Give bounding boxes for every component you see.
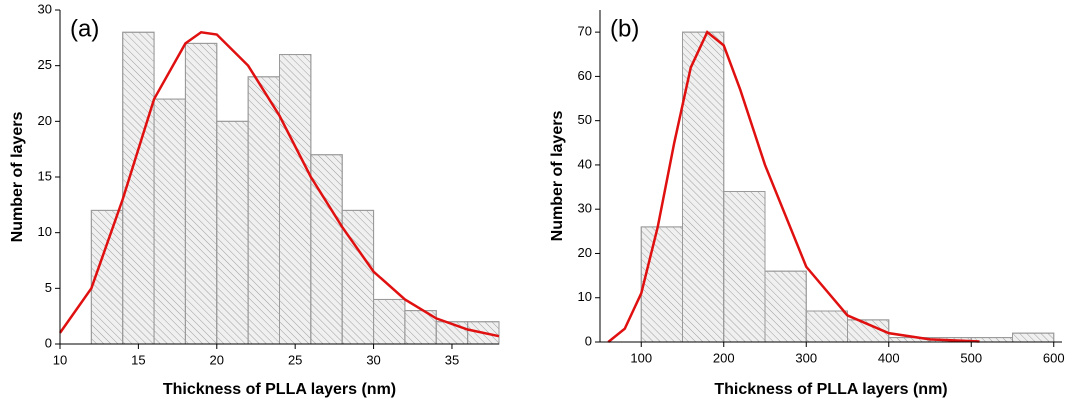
bar-hatch xyxy=(341,209,375,345)
x-tick-label: 100 xyxy=(630,350,652,365)
y-tick-label: 5 xyxy=(45,280,52,295)
y-tick-label: 60 xyxy=(578,68,592,83)
x-axis-label: Thickness of PLLA layers (nm) xyxy=(163,381,396,398)
panel-label: (a) xyxy=(70,15,99,42)
y-tick-label: 20 xyxy=(38,113,52,128)
panel-label: (b) xyxy=(610,15,639,42)
x-tick-label: 300 xyxy=(795,350,817,365)
bar-hatch xyxy=(1012,332,1055,343)
x-tick-label: 200 xyxy=(713,350,735,365)
y-axis-label: Number of layers xyxy=(549,111,566,242)
fit-curve xyxy=(607,30,980,343)
x-tick-label: 25 xyxy=(288,352,302,367)
bar-hatch xyxy=(805,310,848,343)
y-tick-label: 15 xyxy=(38,168,52,183)
x-tick-label: 30 xyxy=(366,352,380,367)
bar-hatch xyxy=(184,42,218,345)
bar-hatch xyxy=(216,120,249,345)
y-tick-label: 70 xyxy=(578,24,592,39)
bar-hatch xyxy=(153,98,186,345)
x-tick-label: 15 xyxy=(131,352,145,367)
bar-hatch xyxy=(247,76,280,345)
y-tick-label: 30 xyxy=(38,1,52,16)
bar-hatch xyxy=(723,190,766,343)
y-tick-label: 20 xyxy=(578,245,592,260)
x-tick-label: 600 xyxy=(1043,350,1065,365)
x-tick-label: 400 xyxy=(878,350,900,365)
bar-hatch xyxy=(640,226,683,343)
y-tick-label: 40 xyxy=(578,156,592,171)
x-tick-label: 10 xyxy=(53,352,67,367)
bar-hatch xyxy=(682,31,725,343)
bar-hatch xyxy=(764,270,807,343)
y-tick-label: 0 xyxy=(585,333,592,348)
bar-hatch xyxy=(279,54,312,345)
fit-curve xyxy=(58,30,500,338)
bar-hatch xyxy=(373,298,406,345)
y-tick-label: 30 xyxy=(578,201,592,216)
x-axis-label: Thickness of PLLA layers (nm) xyxy=(714,381,947,398)
x-tick-label: 20 xyxy=(210,352,224,367)
y-tick-label: 25 xyxy=(38,57,52,72)
x-tick-label: 500 xyxy=(960,350,982,365)
y-axis-label: Number of layers xyxy=(9,112,26,243)
y-tick-label: 10 xyxy=(38,224,52,239)
y-tick-label: 10 xyxy=(578,289,592,304)
x-tick-label: 35 xyxy=(445,352,459,367)
y-tick-label: 50 xyxy=(578,112,592,127)
y-tick-label: 0 xyxy=(45,335,52,350)
